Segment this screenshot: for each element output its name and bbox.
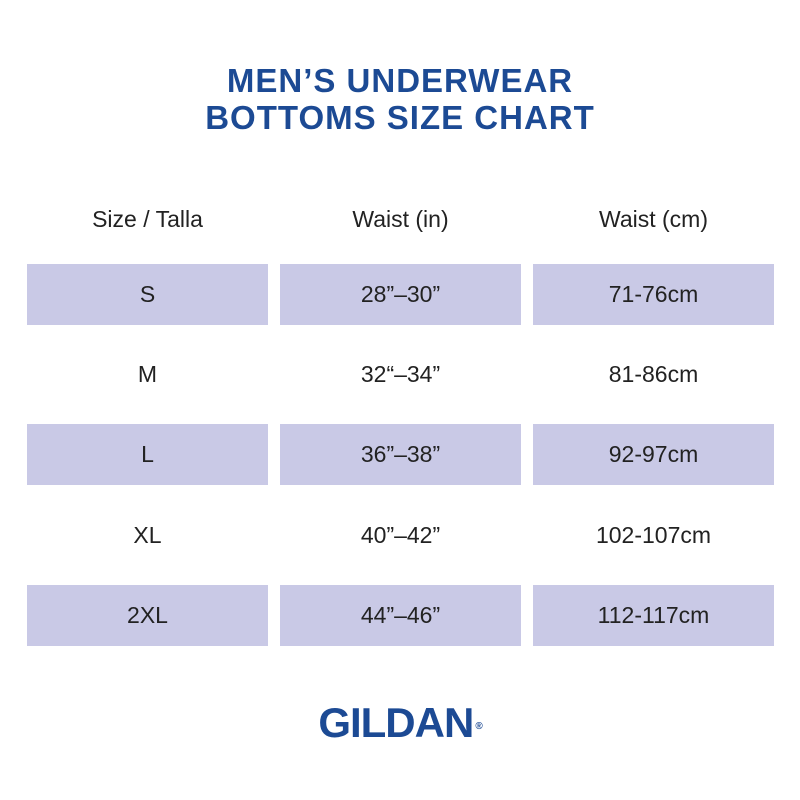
size-cell: 2XL bbox=[27, 585, 268, 646]
waist-cm-cell: 92-97cm bbox=[533, 424, 774, 485]
title-line-1: MEN’S UNDERWEAR bbox=[226, 62, 574, 99]
waist-in-cell: 28”–30” bbox=[280, 264, 521, 325]
brand-name: GILDAN bbox=[318, 699, 474, 746]
waist-cm-cell: 102-107cm bbox=[595, 522, 712, 548]
registered-mark: ® bbox=[475, 721, 482, 732]
size-cell: L bbox=[27, 424, 268, 485]
waist-cm-cell: 71-76cm bbox=[533, 264, 774, 325]
header-waist-cm: Waist (cm) bbox=[598, 206, 708, 232]
size-cell: S bbox=[27, 264, 268, 325]
waist-in-cell: 36”–38” bbox=[280, 424, 521, 485]
size-cell: M bbox=[137, 361, 158, 387]
waist-cm-cell: 112-117cm bbox=[533, 585, 774, 646]
size-cell: XL bbox=[133, 522, 162, 548]
waist-cm-cell: 81-86cm bbox=[608, 361, 699, 387]
header-size: Size / Talla bbox=[92, 206, 203, 232]
header-waist-in: Waist (in) bbox=[352, 206, 449, 232]
waist-in-cell: 32“–34” bbox=[360, 361, 441, 387]
title-line-2: BOTTOMS SIZE CHART bbox=[205, 99, 595, 136]
gildan-logo: GILDAN ® bbox=[0, 700, 800, 746]
waist-in-cell: 40”–42” bbox=[360, 522, 441, 548]
waist-in-cell: 44”–46” bbox=[280, 585, 521, 646]
